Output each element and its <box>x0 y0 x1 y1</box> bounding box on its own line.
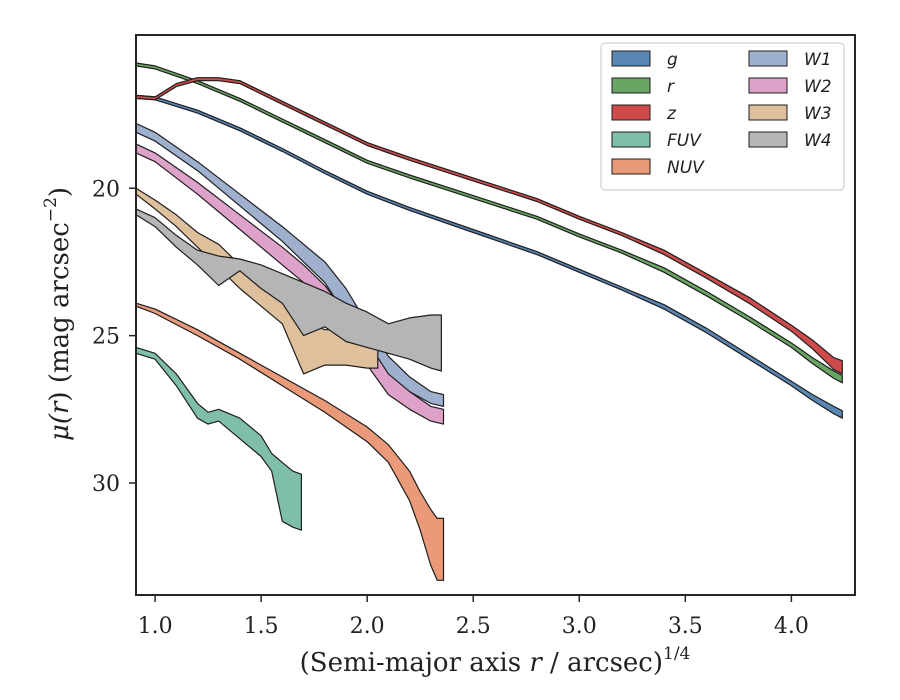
legend-label: W2 <box>804 77 832 97</box>
series-bands <box>135 62 843 581</box>
band-r <box>135 62 843 384</box>
band-w4 <box>135 208 442 372</box>
plot-frame <box>135 34 856 596</box>
x-tick-label: 3.0 <box>562 614 597 639</box>
legend-label: r <box>667 77 675 97</box>
x-tick-label: 4.0 <box>774 614 809 639</box>
legend-label: g <box>667 50 678 70</box>
legend-item-r: r <box>611 77 675 97</box>
legend-swatch <box>611 104 651 121</box>
x-tick-label: 3.5 <box>668 614 703 639</box>
band-g <box>135 94 843 419</box>
legend-label: W3 <box>804 104 832 124</box>
legend-item-nuv: NUV <box>611 158 705 178</box>
y-axis-ticks: 20 25 30 <box>92 177 136 497</box>
y-tick-label: 25 <box>92 325 120 350</box>
band-fuv <box>135 346 302 531</box>
legend-swatch <box>748 104 788 121</box>
legend-label: NUV <box>667 158 705 178</box>
legend-swatch <box>748 50 788 67</box>
x-tick-label: 2.5 <box>456 614 491 639</box>
legend-label: FUV <box>667 131 702 151</box>
legend: grz FUV NUV W1 W2 W3 W4 <box>600 42 845 191</box>
legend-label: z <box>666 104 677 124</box>
legend-swatch <box>611 77 651 94</box>
legend-swatch <box>748 131 788 148</box>
y-tick-label: 20 <box>92 177 120 202</box>
legend-swatch <box>611 50 651 67</box>
band-z <box>135 77 843 375</box>
y-axis-label: μ(r) (mag arcsec−2) <box>41 187 75 441</box>
legend-item-w3: W3 <box>748 104 832 124</box>
x-tick-label: 1.5 <box>244 614 279 639</box>
legend-item-w1: W1 <box>748 50 832 70</box>
x-axis-label: (Semi-major axis r / arcsec)1/4 <box>300 644 691 678</box>
x-axis-ticks: 1.0 1.5 2.0 2.5 3.0 3.5 4.0 <box>138 595 809 639</box>
legend-label: W4 <box>804 131 832 151</box>
legend-label: W1 <box>804 50 832 70</box>
legend-swatch <box>611 131 651 148</box>
x-tick-label: 2.0 <box>350 614 385 639</box>
legend-swatch <box>611 158 651 175</box>
y-tick-label: 30 <box>92 472 120 497</box>
legend-item-w2: W2 <box>748 77 832 97</box>
legend-item-w4: W4 <box>748 131 832 151</box>
legend-item-fuv: FUV <box>611 131 702 151</box>
legend-item-g: g <box>611 50 678 70</box>
x-tick-label: 1.0 <box>138 614 173 639</box>
legend-item-z: z <box>611 104 677 124</box>
band-nuv <box>135 302 445 581</box>
legend-swatch <box>748 77 788 94</box>
